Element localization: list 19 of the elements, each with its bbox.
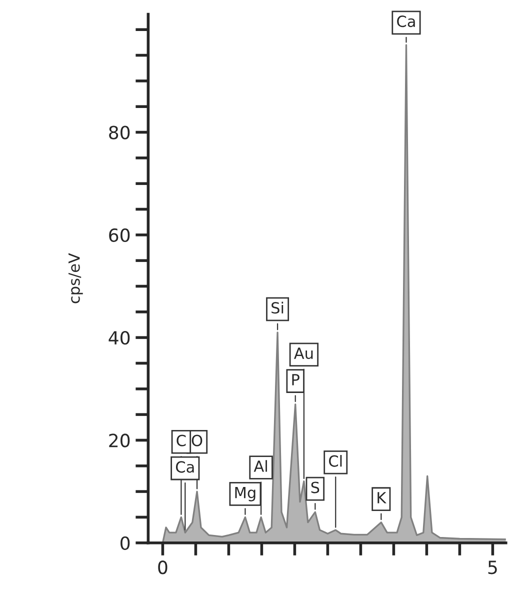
annotation: Ca	[397, 16, 415, 28]
annotation: Au	[294, 348, 313, 360]
annotation: P	[292, 374, 300, 386]
y-tick-label: 20	[109, 434, 130, 448]
annotation: Cl	[329, 454, 342, 467]
annotation: K	[378, 492, 386, 504]
annotation: Ca	[176, 461, 194, 473]
y-tick-label: 0	[120, 536, 130, 550]
y-axis-title: cps/eV	[68, 253, 83, 304]
y-tick-label: 40	[108, 331, 130, 345]
annotation: Si	[272, 302, 284, 314]
annotation: O	[192, 434, 202, 446]
annotation: Al	[254, 460, 267, 472]
y-tick-label: 80	[109, 126, 130, 140]
x-tick-label: 5	[488, 560, 497, 574]
annotation: Mg	[235, 487, 256, 502]
annotation: S	[311, 482, 320, 494]
annotation: C	[176, 434, 186, 446]
y-tick-label: 60	[109, 228, 130, 242]
